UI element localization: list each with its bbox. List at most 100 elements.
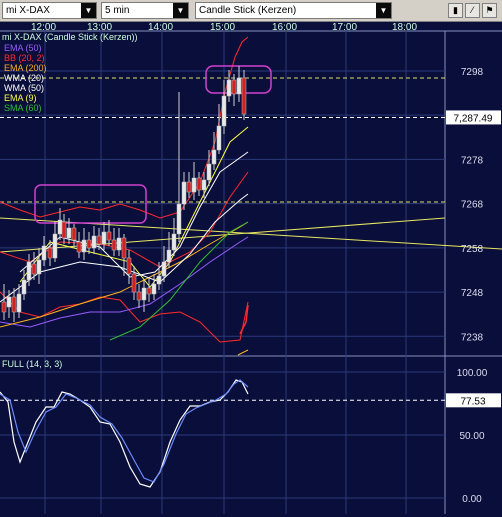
price-tick: 7268 [461, 200, 484, 211]
candle-body [126, 257, 132, 275]
candle-body [26, 261, 32, 281]
price-tick: 7278 [461, 155, 484, 166]
candle-body [21, 279, 27, 295]
candle-body [146, 287, 152, 295]
candle-body [91, 235, 97, 249]
stoch-tick: 100.00 [457, 368, 488, 379]
stoch-tick: 0.00 [462, 494, 482, 505]
indicator-legend: EMA (50) BB (20, 2) EMA (200) WMA (20) WMA (… [2, 43, 47, 113]
candle-body [231, 79, 237, 95]
bar-chart-icon[interactable]: ▮ [448, 3, 463, 18]
ema9 [19, 126, 249, 288]
bollinger-lower [0, 291, 249, 343]
symbol-value: mi X-DAX [6, 5, 50, 16]
candle-body [66, 227, 72, 239]
candle-body [161, 261, 167, 277]
candle-body [96, 235, 102, 245]
time-tick: 17:00 [332, 22, 357, 33]
candle-body [136, 291, 142, 301]
stoch-d-line [0, 379, 249, 483]
candle-body [236, 77, 242, 95]
candle-body [166, 249, 172, 263]
candle-body [52, 233, 58, 259]
stoch-k-line [0, 379, 249, 488]
candle-body [201, 179, 207, 191]
indicator-item: BB (20, 2) [4, 53, 45, 63]
ema50 [0, 236, 249, 328]
candle-body [216, 125, 222, 151]
line-chart-icon[interactable]: ⁄ [465, 3, 480, 18]
candle-body [81, 239, 87, 253]
candle-body [156, 275, 162, 285]
indicator-item: WMA (20) [4, 73, 45, 83]
candle-body [191, 177, 197, 193]
flag-icon[interactable]: ⚑ [482, 3, 497, 18]
current-price-label: 7,287.49 [454, 113, 493, 124]
candle-body [41, 245, 47, 261]
candle-body [36, 259, 42, 275]
candle-body [151, 283, 157, 295]
candle-body [86, 239, 92, 249]
indicator-item: EMA (9) [4, 93, 37, 103]
time-tick: 14:00 [148, 22, 173, 33]
indicator-item: EMA (200) [4, 63, 47, 73]
time-tick: 18:00 [392, 22, 417, 33]
candle-body [196, 177, 202, 191]
stoch-label: FULL (14, 3, 3) [2, 359, 63, 369]
chevron-down-icon[interactable]: ▼ [376, 3, 391, 18]
time-tick: 16:00 [272, 22, 297, 33]
candle-body [181, 181, 187, 205]
candle-body [31, 263, 37, 275]
candle-body [141, 287, 147, 301]
candle-body [6, 296, 12, 308]
candle-body [76, 241, 82, 253]
symbol-select[interactable]: mi X-DAX ▼ [2, 2, 97, 19]
candle-body [106, 231, 112, 241]
current-price-box [446, 110, 501, 125]
price-tick: 7248 [461, 288, 484, 299]
ema200-end [237, 349, 249, 356]
candle-body [176, 203, 182, 235]
candle-body [131, 273, 137, 293]
price-chart[interactable]: 77.53 12:00 13:00 14:00 15:00 16:00 17:00 18:0… [0, 22, 502, 514]
price-tick: 7238 [461, 332, 484, 343]
wma20 [19, 151, 249, 278]
candle-body [1, 301, 7, 313]
time-tick: 15:00 [210, 22, 235, 33]
price-tick: 7258 [461, 244, 484, 255]
toolbar: mi X-DAX ▼ 5 min ▼ Candle Stick (Kerzen)… [0, 0, 502, 22]
candle-body [211, 149, 217, 165]
price-tick: 7298 [461, 67, 484, 78]
candle-body [111, 239, 117, 251]
bollinger-upper [0, 36, 249, 219]
chevron-down-icon[interactable]: ▼ [173, 3, 188, 18]
candle-body [57, 219, 63, 235]
candle-body [186, 181, 192, 193]
candle-body [121, 237, 127, 259]
candle-body [11, 296, 17, 313]
candle-body [61, 221, 67, 239]
candle-body [47, 247, 53, 259]
chart-title: mi X-DAX (Candle Stick (Kerzen)) [2, 32, 138, 42]
candle-body [206, 163, 212, 181]
candle-body [71, 227, 77, 241]
annotation-box [34, 184, 147, 224]
time-tick: 13:00 [87, 22, 112, 33]
sma60 [109, 221, 249, 341]
interval-select[interactable]: 5 min ▼ [101, 2, 189, 19]
indicator-item: WMA (50) [4, 83, 45, 93]
indicator-item: EMA (50) [4, 43, 42, 53]
candle-body [221, 95, 227, 127]
bollinger-lower-end [239, 304, 249, 335]
candle-body [241, 77, 247, 115]
indicator-item: SMA (60) [4, 103, 42, 113]
candle-body [171, 233, 177, 251]
candle-body [16, 293, 22, 313]
chart-area[interactable]: 77.53 12:00 13:00 14:00 15:00 16:00 17:00 18:0… [0, 22, 502, 514]
chart-style-select[interactable]: Candle Stick (Kerzen) ▼ [195, 2, 392, 19]
candle-body [226, 79, 232, 97]
chevron-down-icon[interactable]: ▼ [81, 3, 96, 18]
stoch-current-label: 77.53 [460, 396, 485, 407]
chart-style-value: Candle Stick (Kerzen) [199, 5, 297, 16]
stoch-current-box [446, 393, 501, 408]
